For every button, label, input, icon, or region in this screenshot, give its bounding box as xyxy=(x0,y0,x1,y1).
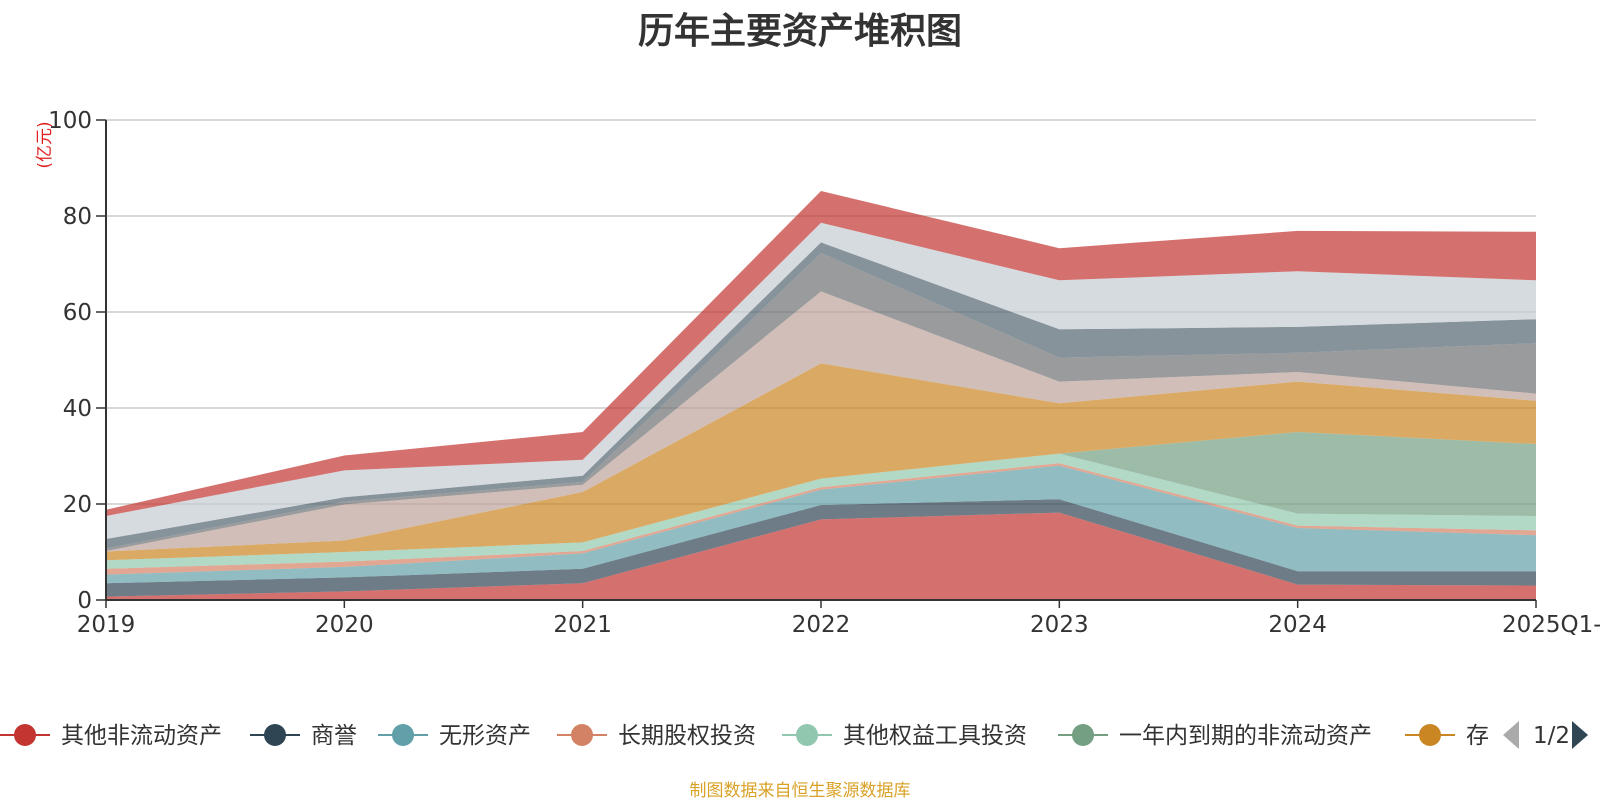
legend: 其他非流动资产 商誉 无形资产 长期股权投资 其他权益工具投资 一年内到期的非流动资产 存 1… xyxy=(0,721,1588,749)
legend-item[interactable]: 一年内到期的非流动资产 xyxy=(1058,723,1372,749)
x-tick-label: 2025Q1-Q3 xyxy=(1502,612,1600,638)
legend-item[interactable]: 无形资产 xyxy=(378,723,531,749)
legend-item[interactable]: 其他权益工具投资 xyxy=(782,723,1027,749)
area-series-8[interactable] xyxy=(106,253,1536,551)
area-series-0[interactable] xyxy=(106,512,1536,600)
x-tick-label: 2020 xyxy=(315,612,374,638)
y-tick-label: 20 xyxy=(63,492,92,518)
legend-item[interactable]: 商誉 xyxy=(250,723,357,749)
y-tick-label: 100 xyxy=(48,108,92,134)
data-source-note: 制图数据来自恒生聚源数据库 xyxy=(689,781,911,801)
x-tick-label: 2023 xyxy=(1030,612,1089,638)
area-series-5[interactable] xyxy=(106,432,1536,561)
legend-dot-marker xyxy=(571,724,593,746)
area-series-4[interactable] xyxy=(106,453,1536,569)
legend-next-page-icon[interactable] xyxy=(1572,721,1588,749)
legend-label: 商誉 xyxy=(311,723,357,749)
x-tick-label: 2022 xyxy=(792,612,851,638)
y-tick-label: 0 xyxy=(77,588,92,614)
area-series-1[interactable] xyxy=(106,499,1536,597)
legend-item[interactable]: 其他非流动资产 xyxy=(0,723,222,749)
legend-dot-marker xyxy=(1072,724,1094,746)
legend-page-indicator: 1/2 xyxy=(1533,723,1570,749)
legend-label: 存 xyxy=(1466,723,1489,749)
y-tick-label: 40 xyxy=(63,396,92,422)
legend-dot-marker xyxy=(392,724,414,746)
area-series-6[interactable] xyxy=(106,363,1536,561)
area-series-9[interactable] xyxy=(106,242,1536,549)
area-series xyxy=(106,191,1536,600)
x-tick-label: 2024 xyxy=(1268,612,1327,638)
area-series-7[interactable] xyxy=(106,291,1536,552)
legend-label: 无形资产 xyxy=(439,723,531,749)
chart-title: 历年主要资产堆积图 xyxy=(637,11,962,52)
x-tick-label: 2019 xyxy=(77,612,136,638)
x-tick-label: 2021 xyxy=(553,612,612,638)
legend-dot-marker xyxy=(1419,724,1441,746)
y-tick-label: 80 xyxy=(63,204,92,230)
legend-item[interactable]: 长期股权投资 xyxy=(557,723,756,749)
legend-dot-marker xyxy=(796,724,818,746)
legend-prev-page-icon[interactable] xyxy=(1503,721,1519,749)
y-unit-label: (亿元) xyxy=(35,121,55,168)
axes: 0 20 40 60 80 100 2019 2020 2021 2022 2023 2024 2025… xyxy=(48,108,1600,638)
legend-label: 一年内到期的非流动资产 xyxy=(1119,723,1372,749)
y-tick-label: 60 xyxy=(63,300,92,326)
legend-dot-marker xyxy=(14,724,36,746)
area-series-11[interactable] xyxy=(106,191,1536,516)
legend-label: 其他非流动资产 xyxy=(61,723,222,749)
area-series-2[interactable] xyxy=(106,465,1536,584)
legend-label: 长期股权投资 xyxy=(618,723,756,749)
legend-label: 其他权益工具投资 xyxy=(843,723,1027,749)
legend-dot-marker xyxy=(264,724,286,746)
legend-item[interactable]: 存 xyxy=(1405,723,1489,749)
area-series-10[interactable] xyxy=(106,222,1536,539)
